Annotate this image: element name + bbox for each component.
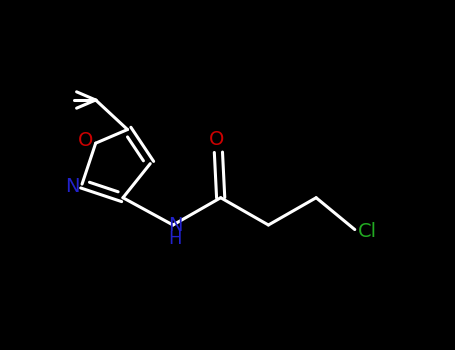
Text: Cl: Cl bbox=[358, 222, 377, 241]
Text: N: N bbox=[168, 216, 182, 236]
Text: O: O bbox=[208, 130, 224, 149]
Text: H: H bbox=[168, 230, 182, 248]
Text: O: O bbox=[78, 131, 93, 150]
Text: N: N bbox=[65, 177, 79, 196]
